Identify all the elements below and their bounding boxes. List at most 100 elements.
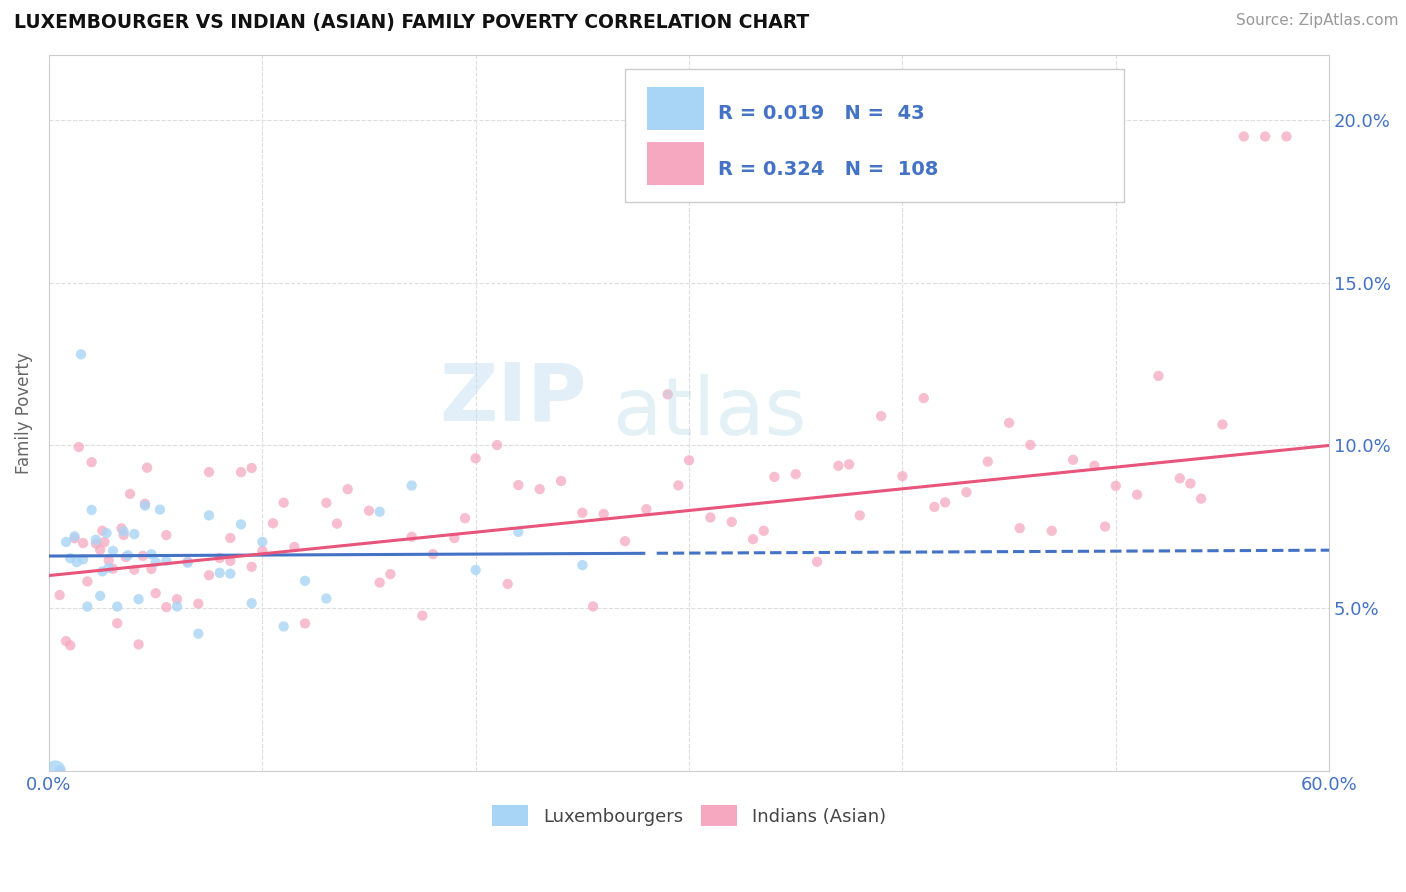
Point — [592, 507, 614, 521]
Point — [550, 474, 572, 488]
Point — [1254, 129, 1277, 144]
Point — [924, 500, 946, 514]
Point — [128, 592, 150, 607]
Point — [141, 547, 163, 561]
Point — [678, 453, 700, 467]
Point — [48, 764, 70, 778]
Point — [806, 555, 828, 569]
Point — [132, 549, 155, 563]
Point — [1211, 417, 1233, 432]
Point — [105, 616, 128, 631]
Point — [401, 530, 423, 544]
Point — [315, 496, 337, 510]
Point — [67, 440, 90, 454]
Legend: Luxembourgers, Indians (Asian): Luxembourgers, Indians (Asian) — [492, 805, 886, 826]
Point — [1168, 471, 1191, 485]
Point — [72, 552, 94, 566]
Point — [208, 551, 231, 566]
Point — [124, 527, 146, 541]
Point — [97, 561, 120, 575]
Point — [219, 554, 242, 568]
Point — [166, 592, 188, 607]
Point — [1019, 438, 1042, 452]
Point — [134, 499, 156, 513]
Point — [59, 551, 82, 566]
Point — [155, 600, 177, 615]
Point — [1180, 476, 1202, 491]
Point — [1275, 129, 1298, 144]
Point — [529, 482, 551, 496]
Point — [80, 503, 103, 517]
Point — [84, 533, 107, 547]
Point — [486, 438, 509, 452]
Text: R = 0.324   N =  108: R = 0.324 N = 108 — [718, 161, 939, 179]
Point — [1094, 519, 1116, 533]
Point — [110, 521, 132, 535]
Point — [76, 599, 98, 614]
Point — [97, 553, 120, 567]
Point — [1040, 524, 1063, 538]
Point — [63, 532, 86, 546]
Point — [666, 478, 689, 492]
Point — [112, 528, 135, 542]
Text: LUXEMBOURGER VS INDIAN (ASIAN) FAMILY POVERTY CORRELATION CHART: LUXEMBOURGER VS INDIAN (ASIAN) FAMILY PO… — [14, 13, 810, 32]
Point — [912, 391, 935, 405]
Point — [891, 469, 914, 483]
Point — [763, 470, 786, 484]
Point — [96, 526, 118, 541]
Point — [636, 502, 658, 516]
Point — [70, 347, 93, 361]
Point — [219, 566, 242, 581]
Point — [1233, 129, 1256, 144]
Point — [571, 558, 593, 573]
Point — [101, 562, 124, 576]
Point — [1147, 368, 1170, 383]
Point — [368, 575, 391, 590]
Point — [219, 531, 242, 545]
Point — [1083, 458, 1105, 473]
Point — [240, 596, 263, 610]
Point — [827, 458, 849, 473]
Text: ZIP: ZIP — [440, 359, 586, 438]
Point — [145, 555, 167, 569]
Point — [91, 524, 114, 538]
Point — [357, 504, 380, 518]
Point — [76, 574, 98, 589]
Point — [848, 508, 870, 523]
Point — [496, 577, 519, 591]
FancyBboxPatch shape — [647, 143, 704, 186]
Point — [198, 508, 221, 523]
Point — [422, 547, 444, 561]
Point — [117, 548, 139, 562]
Point — [166, 599, 188, 614]
Point — [368, 505, 391, 519]
Point — [229, 465, 252, 479]
Point — [89, 542, 111, 557]
Point — [176, 555, 198, 569]
Point — [582, 599, 605, 614]
Y-axis label: Family Poverty: Family Poverty — [15, 352, 32, 474]
FancyBboxPatch shape — [647, 87, 704, 130]
Point — [934, 495, 956, 509]
Point — [149, 502, 172, 516]
Point — [187, 626, 209, 640]
Point — [326, 516, 349, 531]
Point — [141, 562, 163, 576]
Point — [114, 550, 136, 565]
Point — [55, 535, 77, 549]
Point — [176, 556, 198, 570]
Point — [66, 555, 89, 569]
Point — [134, 497, 156, 511]
Text: R = 0.019   N =  43: R = 0.019 N = 43 — [718, 104, 925, 123]
Text: atlas: atlas — [612, 374, 807, 452]
Point — [91, 565, 114, 579]
Point — [699, 510, 721, 524]
Point — [89, 589, 111, 603]
Point — [1105, 479, 1128, 493]
Point — [742, 532, 765, 546]
Point — [464, 451, 486, 466]
Point — [124, 563, 146, 577]
Point — [118, 487, 141, 501]
Point — [44, 764, 66, 778]
Point — [59, 638, 82, 652]
